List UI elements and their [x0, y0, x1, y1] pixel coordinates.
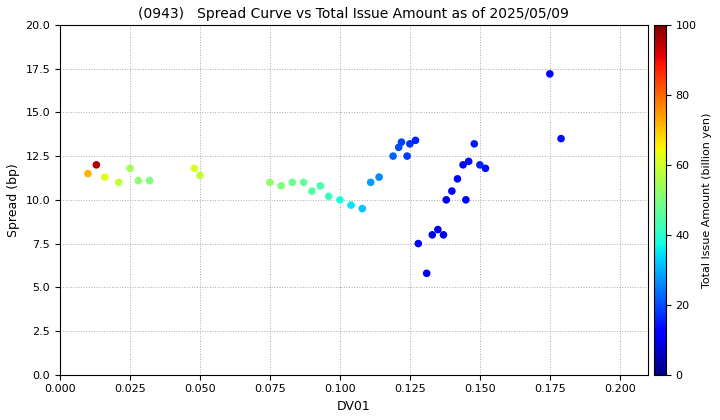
Point	[396, 139, 408, 145]
Point	[457, 161, 469, 168]
Y-axis label: Spread (bp): Spread (bp)	[7, 163, 20, 237]
Point	[315, 182, 326, 189]
Point	[441, 197, 452, 203]
Point	[91, 161, 102, 168]
Point	[298, 179, 310, 186]
Point	[446, 188, 458, 194]
Point	[275, 182, 287, 189]
Point	[480, 165, 491, 172]
Point	[124, 165, 135, 172]
Point	[544, 71, 556, 77]
Point	[99, 174, 111, 181]
Point	[113, 179, 125, 186]
Point	[401, 153, 413, 160]
Point	[474, 161, 485, 168]
Point	[463, 158, 474, 165]
Point	[132, 177, 144, 184]
Point	[346, 202, 357, 208]
Point	[426, 231, 438, 238]
Title: (0943)   Spread Curve vs Total Issue Amount as of 2025/05/09: (0943) Spread Curve vs Total Issue Amoun…	[138, 7, 570, 21]
Point	[421, 270, 433, 277]
Point	[374, 174, 385, 181]
Point	[264, 179, 276, 186]
Point	[194, 172, 206, 178]
Point	[460, 197, 472, 203]
Point	[410, 137, 421, 144]
Point	[323, 193, 335, 199]
Point	[432, 226, 444, 233]
Point	[189, 165, 200, 172]
Point	[469, 141, 480, 147]
Point	[555, 135, 567, 142]
Point	[365, 179, 377, 186]
X-axis label: DV01: DV01	[337, 400, 371, 413]
Point	[387, 153, 399, 160]
Y-axis label: Total Issue Amount (billion yen): Total Issue Amount (billion yen)	[702, 112, 712, 288]
Point	[144, 177, 156, 184]
Point	[356, 205, 368, 212]
Point	[451, 176, 463, 182]
Point	[438, 231, 449, 238]
Point	[306, 188, 318, 194]
Point	[287, 179, 298, 186]
Point	[334, 197, 346, 203]
Point	[82, 170, 94, 177]
Point	[413, 240, 424, 247]
Point	[393, 144, 405, 151]
Point	[404, 141, 415, 147]
